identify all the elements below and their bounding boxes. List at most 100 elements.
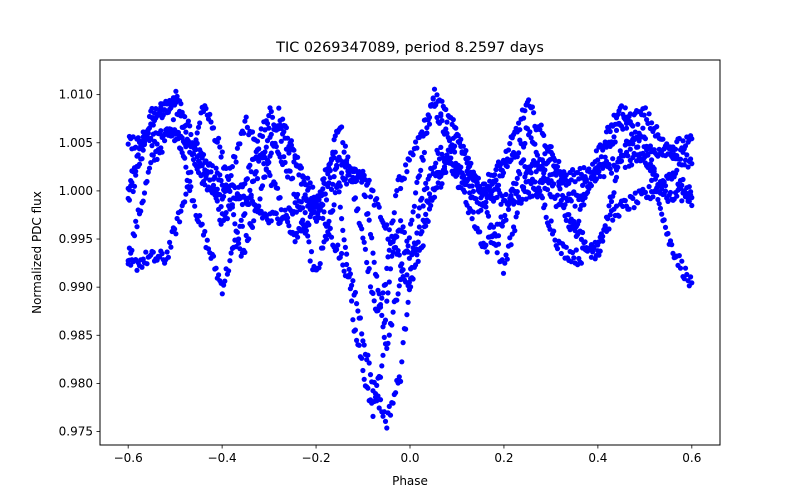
data-point xyxy=(478,207,484,213)
data-point xyxy=(513,214,519,220)
data-point xyxy=(386,403,392,409)
data-point xyxy=(581,191,587,197)
data-point xyxy=(307,180,313,186)
data-point xyxy=(143,249,149,255)
data-point xyxy=(239,201,245,208)
data-point xyxy=(443,126,449,132)
data-point xyxy=(256,158,262,164)
data-point xyxy=(219,291,225,297)
data-point xyxy=(350,278,356,284)
data-point xyxy=(689,161,695,167)
data-point xyxy=(677,156,684,162)
x-tick-label: −0.4 xyxy=(208,451,237,465)
data-point xyxy=(282,207,288,213)
data-point xyxy=(573,247,579,253)
data-point xyxy=(254,138,261,144)
data-point xyxy=(337,204,343,210)
data-point xyxy=(542,151,548,157)
data-point xyxy=(362,193,368,200)
data-point xyxy=(134,224,140,230)
data-point xyxy=(188,169,194,175)
data-point xyxy=(350,317,356,323)
data-point xyxy=(503,217,509,223)
data-point xyxy=(185,184,191,190)
data-point xyxy=(495,241,502,247)
data-point xyxy=(286,150,292,156)
data-point xyxy=(600,147,606,153)
data-point xyxy=(659,211,665,217)
data-point xyxy=(438,144,444,150)
data-point xyxy=(672,146,679,152)
data-point xyxy=(144,261,150,267)
data-point xyxy=(167,239,173,245)
data-point xyxy=(139,264,145,270)
data-point xyxy=(689,195,695,201)
data-point xyxy=(414,230,420,236)
data-point xyxy=(285,215,291,221)
data-point xyxy=(330,181,336,187)
data-point xyxy=(551,181,557,187)
data-point xyxy=(522,164,528,170)
data-point xyxy=(303,196,309,202)
data-point xyxy=(607,212,613,218)
data-point xyxy=(495,182,502,188)
data-point xyxy=(193,146,199,153)
data-point xyxy=(684,271,690,278)
data-point xyxy=(244,176,250,182)
data-point xyxy=(233,159,239,165)
data-point xyxy=(689,202,695,209)
data-point xyxy=(403,162,409,168)
data-point xyxy=(558,250,564,257)
data-point xyxy=(493,177,499,183)
data-point xyxy=(295,234,301,240)
data-point xyxy=(361,239,367,245)
data-point xyxy=(395,248,401,254)
data-point xyxy=(521,184,527,190)
data-point xyxy=(182,114,188,120)
data-point xyxy=(170,117,176,123)
data-point xyxy=(583,176,590,182)
data-point xyxy=(405,299,411,305)
data-point xyxy=(597,173,603,179)
data-point xyxy=(667,144,674,150)
data-point xyxy=(606,161,612,168)
data-point xyxy=(513,181,519,187)
data-point xyxy=(665,230,671,237)
data-point xyxy=(438,111,444,117)
data-point xyxy=(322,191,328,197)
data-point xyxy=(341,149,347,155)
data-point xyxy=(606,203,612,209)
data-point xyxy=(393,193,399,199)
data-point xyxy=(360,235,366,241)
data-point xyxy=(259,133,266,139)
data-point xyxy=(416,173,422,179)
data-point xyxy=(360,176,366,182)
data-point xyxy=(382,418,389,424)
data-point xyxy=(538,122,544,128)
data-point xyxy=(613,127,620,133)
data-point xyxy=(223,165,229,171)
data-point xyxy=(259,183,266,189)
data-point xyxy=(162,131,168,137)
data-point xyxy=(542,185,548,191)
data-point xyxy=(144,131,150,137)
data-point xyxy=(267,172,273,178)
data-point xyxy=(426,173,433,179)
data-point xyxy=(650,194,656,200)
data-point xyxy=(514,175,520,181)
data-points xyxy=(125,86,695,431)
data-point xyxy=(413,190,419,196)
data-point xyxy=(558,173,564,179)
data-point xyxy=(534,160,541,166)
data-point xyxy=(595,157,601,163)
data-point xyxy=(129,180,135,186)
data-point xyxy=(640,125,646,131)
data-point xyxy=(423,211,429,217)
data-point xyxy=(382,281,389,288)
x-axis: −0.6 −0.4 −0.2 0.0 0.2 0.4 0.6 xyxy=(114,445,701,465)
data-point xyxy=(357,315,363,321)
data-point xyxy=(425,117,431,123)
data-point xyxy=(602,223,608,229)
data-point xyxy=(133,172,139,178)
data-point xyxy=(221,282,227,288)
